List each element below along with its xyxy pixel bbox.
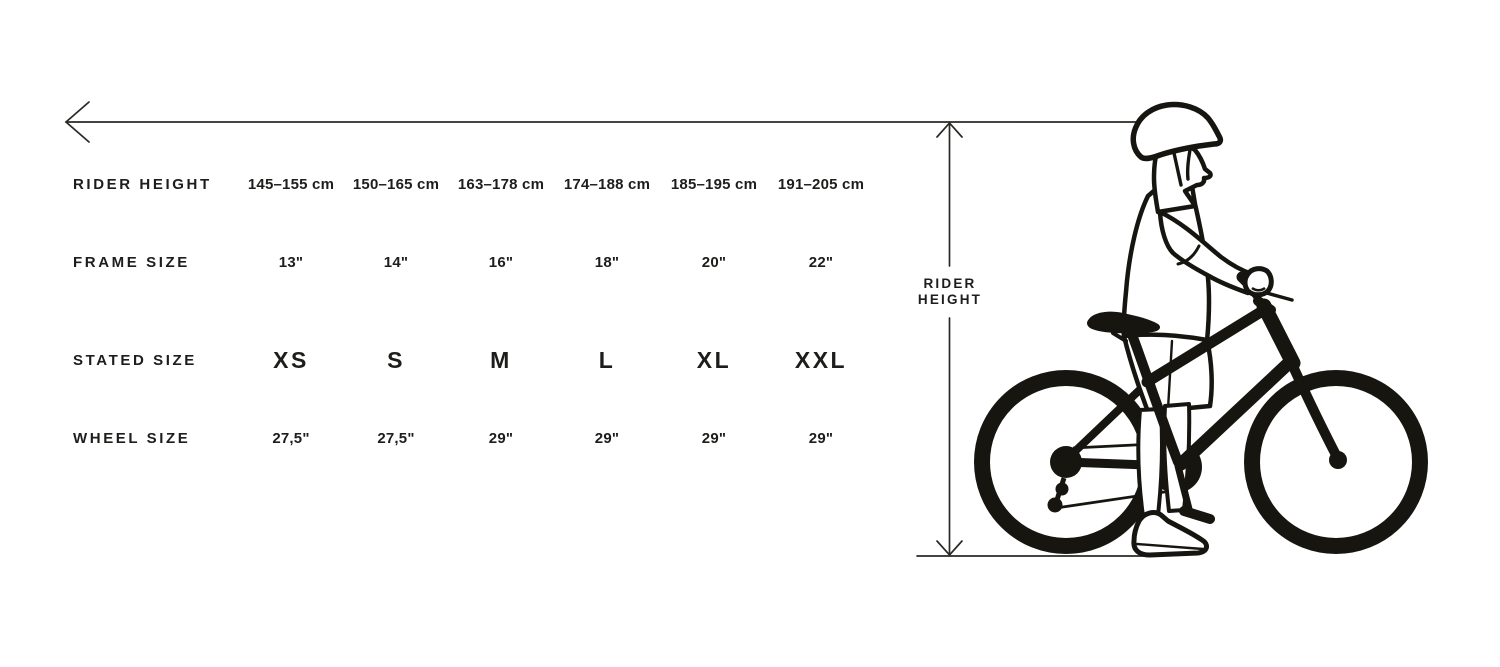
- cell-rider-height-col3: 163–178 cm: [457, 176, 545, 193]
- cell-stated-size-col2: S: [387, 347, 405, 373]
- arrowhead-down-icon: [936, 540, 963, 557]
- saddle-rail: [1111, 331, 1128, 343]
- bicycle-frame: [1087, 271, 1341, 524]
- saddle: [1087, 311, 1161, 334]
- cell-rider-height-col2: 150–165 cm: [352, 176, 440, 193]
- derailleur-arm: [1053, 477, 1067, 504]
- cell-rider-height-col5: 185–195 cm: [670, 176, 758, 193]
- cell-stated-size-col6: XXL: [794, 347, 848, 373]
- cell-frame-size-col3: 16": [488, 254, 514, 271]
- cell-rider-height-col6: 191–205 cm: [777, 176, 865, 193]
- top-tube: [1141, 304, 1270, 388]
- row-label-stated-size: STATED SIZE: [73, 352, 197, 369]
- pedal: [1179, 506, 1215, 524]
- cell-rider-height-col1: 145–155 cm: [247, 176, 335, 193]
- cell-stated-size-col1: XS: [273, 347, 309, 373]
- cell-frame-size-col2: 14": [383, 254, 409, 271]
- rider-height-axis-label: RIDER HEIGHT: [890, 276, 1010, 308]
- rider-back-leg: [1136, 407, 1164, 518]
- sleeve-hem: [1176, 244, 1201, 266]
- cell-frame-size-col4: 18": [594, 254, 620, 271]
- rider-head: [1151, 142, 1213, 215]
- row-label-wheel-size: WHEEL SIZE: [73, 430, 191, 447]
- cell-frame-size-col6: 22": [808, 254, 834, 271]
- rider-hand: [1242, 266, 1274, 298]
- cell-stated-size-col3: M: [490, 347, 512, 373]
- seat-stay: [1064, 377, 1153, 462]
- cell-wheel-size-col6: 29": [808, 430, 834, 447]
- shoe-sole-line: [1135, 542, 1205, 551]
- cell-frame-size-col5: 20": [701, 254, 727, 271]
- cell-wheel-size-col1: 27,5": [272, 430, 310, 447]
- seat-tube: [1126, 327, 1183, 467]
- rider-arm: [1157, 209, 1255, 296]
- rider-height-axis-label-line1: RIDER: [923, 276, 977, 291]
- cell-rider-height-col4: 174–188 cm: [563, 176, 651, 193]
- thumb-line: [1251, 286, 1266, 292]
- rider-figure: [1121, 101, 1255, 558]
- cell-stated-size-col4: L: [598, 347, 616, 373]
- cell-wheel-size-col4: 29": [594, 430, 620, 447]
- cell-wheel-size-col5: 29": [701, 430, 727, 447]
- row-label-rider-height: RIDER HEIGHT: [73, 176, 212, 193]
- rider-height-axis-label-line2: HEIGHT: [917, 292, 983, 307]
- arrowhead-left-icon: [64, 101, 90, 143]
- cell-wheel-size-col2: 27,5": [377, 430, 415, 447]
- front-wheel: [1244, 370, 1428, 554]
- cell-stated-size-col5: XL: [696, 347, 732, 373]
- head-tube: [1256, 298, 1301, 371]
- cell-wheel-size-col3: 29": [488, 430, 514, 447]
- row-label-frame-size: FRAME SIZE: [73, 254, 190, 271]
- cell-frame-size-col1: 13": [278, 254, 304, 271]
- helmet: [1130, 101, 1224, 162]
- rider-height-measure-arrows: [64, 101, 1147, 557]
- fork: [1286, 357, 1341, 460]
- down-tube: [1174, 354, 1298, 471]
- arrowhead-up-icon: [936, 121, 963, 138]
- helmet-strap: [1172, 148, 1192, 187]
- shorts-seam: [1166, 339, 1174, 411]
- crank-arm: [1174, 462, 1193, 513]
